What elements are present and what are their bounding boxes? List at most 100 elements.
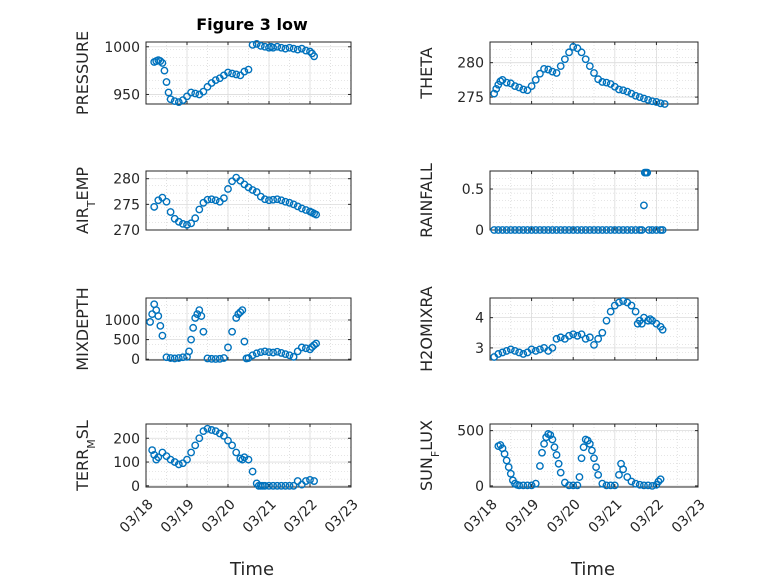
- data-point: [273, 481, 282, 490]
- y-axis-label: THETA: [417, 47, 436, 99]
- data-point: [581, 334, 590, 343]
- data-point: [273, 195, 282, 204]
- data-point: [640, 201, 648, 210]
- data-point: [573, 226, 582, 234]
- data-point: [502, 78, 511, 87]
- data-point: [492, 84, 501, 93]
- data-point: [560, 55, 569, 64]
- data-point: [297, 44, 306, 53]
- data-point: [238, 306, 247, 315]
- data-point: [640, 481, 648, 490]
- data-point: [660, 100, 669, 108]
- data-point: [643, 168, 652, 177]
- axes-frame: [489, 297, 699, 361]
- data-point: [269, 348, 277, 357]
- data-point: [552, 451, 561, 459]
- data-point: [170, 97, 179, 106]
- data-point: [577, 48, 586, 57]
- data-point: [269, 43, 277, 52]
- data-point: [183, 455, 191, 464]
- data-point: [228, 327, 237, 336]
- data-point: [540, 64, 548, 73]
- data-point: [187, 448, 196, 457]
- x-tick-label: 03/23: [669, 496, 709, 536]
- data-point: [312, 210, 321, 219]
- data-point: [527, 481, 536, 490]
- data-point: [610, 481, 619, 490]
- data-point: [506, 469, 515, 478]
- data-point: [297, 204, 306, 213]
- data-point: [619, 86, 628, 95]
- data-point: [506, 345, 515, 354]
- data-point: [183, 92, 191, 101]
- y-tick-label: 100: [113, 455, 140, 471]
- data-point: [187, 335, 196, 344]
- data-point: [504, 463, 513, 472]
- data-point: [277, 481, 286, 490]
- data-point: [178, 219, 187, 228]
- x-tick-label: 03/18: [117, 496, 157, 536]
- data-point: [592, 463, 600, 472]
- data-point: [590, 226, 598, 234]
- data-point: [158, 59, 167, 67]
- data-point: [554, 459, 563, 468]
- subplot-rainfall: 0 0.5 RAINFALL: [417, 163, 699, 239]
- data-point: [193, 310, 202, 318]
- data-point: [656, 475, 665, 484]
- data-point: [232, 448, 241, 457]
- data-point: [548, 344, 557, 352]
- data-point: [240, 453, 249, 462]
- data-point: [494, 226, 503, 234]
- data-point: [556, 226, 565, 234]
- data-point: [154, 312, 163, 320]
- data-point: [598, 78, 607, 86]
- x-tick-label: 03/22: [627, 496, 667, 536]
- data-point: [519, 350, 528, 358]
- data-point: [585, 226, 594, 234]
- data-point: [178, 96, 187, 105]
- data-point: [234, 310, 243, 318]
- data-point: [598, 226, 607, 234]
- subplot-sun_flux: 03/18 03/19 03/20 03/21 03/22 03/23 0 500 SUNFLU…: [417, 420, 709, 536]
- data-point: [490, 89, 499, 98]
- data-point: [631, 307, 640, 316]
- data-point: [256, 348, 265, 357]
- subplot-terr_msl: 03/18 03/19 03/20 03/21 03/22 03/23 0 100 200 TER…: [73, 420, 362, 536]
- data-point: [162, 353, 171, 362]
- data-point: [207, 426, 216, 434]
- data-point: [627, 89, 636, 98]
- data-point: [648, 226, 657, 234]
- data-point: [640, 94, 648, 103]
- data-point: [585, 439, 594, 448]
- data-point: [602, 78, 611, 87]
- data-point: [627, 226, 636, 234]
- data-point: [569, 226, 578, 234]
- data-point: [174, 98, 183, 106]
- data-point: [273, 347, 282, 356]
- data-point: [556, 333, 565, 342]
- data-point: [312, 339, 321, 348]
- y-axis-label: RAINFALL: [417, 163, 436, 238]
- subplot-mixdepth: 0 500 1000 MIXDEPTH: [73, 287, 352, 371]
- data-point: [540, 439, 548, 448]
- data-point: [515, 348, 524, 357]
- y-tick-label: 950: [113, 87, 140, 103]
- data-point: [540, 226, 548, 234]
- data-point: [648, 481, 657, 490]
- data-point: [158, 331, 167, 340]
- data-point: [191, 89, 200, 98]
- data-point: [293, 347, 302, 356]
- data-point: [187, 219, 196, 228]
- data-point: [494, 350, 503, 358]
- data-point: [240, 67, 249, 76]
- data-point: [248, 467, 257, 476]
- data-point: [297, 343, 306, 352]
- axes-frame: [489, 170, 699, 231]
- data-point: [615, 470, 623, 479]
- y-tick-label: 0: [131, 479, 140, 495]
- data-point: [146, 318, 155, 326]
- data-point: [293, 202, 302, 211]
- data-point: [536, 226, 544, 234]
- data-point: [538, 448, 546, 457]
- y-tick-label: 1000: [104, 40, 140, 56]
